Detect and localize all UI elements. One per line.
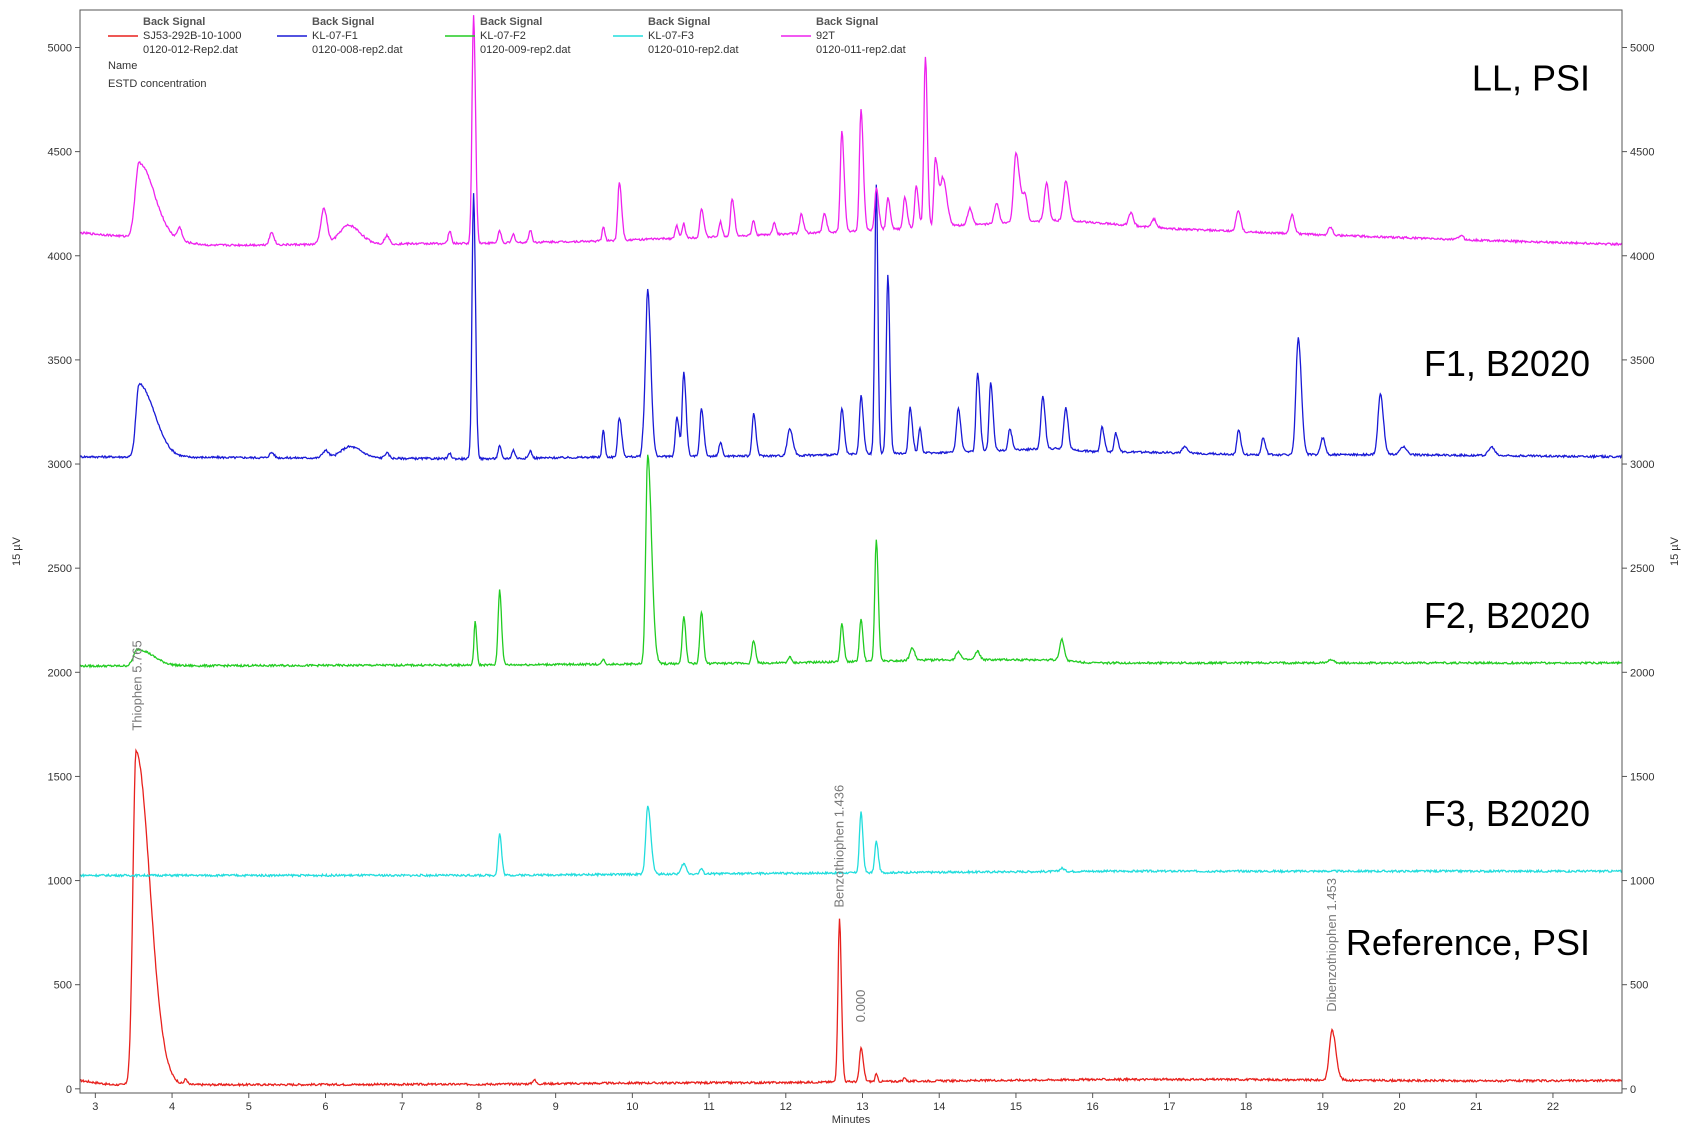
y-axis-label-left: 15 µV [11, 536, 23, 566]
series-line [79, 454, 1623, 669]
y-tick-label-right: 4000 [1630, 251, 1654, 263]
x-tick-label: 12 [780, 1101, 792, 1113]
y-tick-label-right: 1000 [1630, 876, 1654, 888]
trace-label: Reference, PSI [1346, 922, 1590, 963]
peak-point [473, 192, 474, 193]
x-tick-label: 13 [856, 1101, 868, 1113]
legend-header: Back Signal [143, 16, 205, 28]
series-line [79, 805, 1623, 879]
y-tick-label-left: 4000 [48, 251, 72, 263]
legend-sample: KL-07-F1 [312, 30, 358, 42]
y-tick-label-right: 0 [1630, 1084, 1636, 1096]
y-tick-label-right: 1500 [1630, 771, 1654, 783]
legend-sample: 92T [816, 30, 835, 42]
x-tick-label: 8 [476, 1101, 482, 1113]
x-tick-label: 18 [1240, 1101, 1252, 1113]
y-tick-label-right: 3000 [1630, 459, 1654, 471]
x-tick-label: 3 [92, 1101, 98, 1113]
y-tick-label-right: 4500 [1630, 147, 1654, 159]
x-tick-label: 16 [1087, 1101, 1099, 1113]
x-axis-label: Minutes [832, 1114, 871, 1125]
legend-sample: SJ53-292B-10-1000 [143, 30, 241, 42]
legend-sample: KL-07-F3 [648, 30, 694, 42]
x-tick-label: 5 [246, 1101, 252, 1113]
y-tick-label-left: 1000 [48, 876, 72, 888]
legend-file: 0120-008-rep2.dat [312, 44, 403, 56]
legend-name-label: Name [108, 60, 137, 72]
trace-label: LL, PSI [1472, 58, 1590, 99]
x-tick-label: 11 [703, 1101, 714, 1113]
x-tick-label: 15 [1010, 1101, 1022, 1113]
y-tick-label-right: 3500 [1630, 355, 1654, 367]
peak-point [619, 181, 620, 182]
x-tick-label: 10 [626, 1101, 638, 1113]
legend-file: 0120-009-rep2.dat [480, 44, 571, 56]
peak-point [683, 615, 684, 616]
y-tick-label-left: 3000 [48, 459, 72, 471]
y-tick-label-right: 2000 [1630, 667, 1654, 679]
peak-annotation: Thiophen 5.765 [130, 640, 145, 730]
plot-frame [79, 9, 1623, 1094]
trace-label: F3, B2020 [1424, 793, 1590, 834]
y-tick-label-right: 500 [1630, 980, 1648, 992]
y-tick-label-left: 5000 [48, 42, 72, 54]
y-axis-label-right: 15 µV [1669, 536, 1681, 566]
x-tick-label: 9 [553, 1101, 559, 1113]
peak-annotation: 0.000 [853, 990, 868, 1023]
x-tick-label: 20 [1393, 1101, 1405, 1113]
x-tick-label: 21 [1470, 1101, 1482, 1113]
legend-header: Back Signal [312, 16, 374, 28]
x-tick-label: 6 [322, 1101, 328, 1113]
y-tick-label-left: 500 [54, 980, 72, 992]
legend-header: Back Signal [816, 16, 878, 28]
peak-point [977, 372, 978, 373]
x-tick-label: 19 [1317, 1101, 1329, 1113]
series-line [79, 15, 1623, 248]
legend-file: 0120-010-rep2.dat [648, 44, 739, 56]
series-line [79, 184, 1623, 462]
peak-point [643, 431, 644, 432]
x-tick-label: 7 [399, 1101, 405, 1113]
y-tick-label-left: 2000 [48, 667, 72, 679]
series-line [80, 748, 1622, 1088]
legend-sample: KL-07-F2 [480, 30, 526, 42]
y-tick-label-right: 5000 [1630, 42, 1654, 54]
legend-header: Back Signal [648, 16, 710, 28]
y-tick-label-right: 2500 [1630, 563, 1654, 575]
legend-file: 0120-011-rep2.dat [816, 44, 906, 56]
trace-label: F2, B2020 [1424, 595, 1590, 636]
trace-label: F1, B2020 [1424, 343, 1590, 384]
peak-point [473, 14, 474, 15]
x-tick-label: 14 [933, 1101, 945, 1113]
legend-estd-label: ESTD concentration [108, 78, 206, 90]
peak-annotation: Benzothiophen 1.436 [831, 785, 846, 908]
peak-annotation: Dibenzothiophen 1.453 [1324, 878, 1339, 1012]
peak-point [887, 274, 888, 275]
y-tick-label-left: 4500 [48, 147, 72, 159]
x-tick-label: 17 [1163, 1101, 1175, 1113]
y-tick-label-left: 3500 [48, 355, 72, 367]
x-tick-label: 4 [169, 1101, 175, 1113]
x-tick-label: 22 [1547, 1101, 1559, 1113]
y-tick-label-left: 0 [66, 1084, 72, 1096]
legend-file: 0120-012-Rep2.dat [143, 44, 238, 56]
y-tick-label-left: 1500 [48, 771, 72, 783]
y-tick-label-left: 2500 [48, 563, 72, 575]
legend-header: Back Signal [480, 16, 542, 28]
